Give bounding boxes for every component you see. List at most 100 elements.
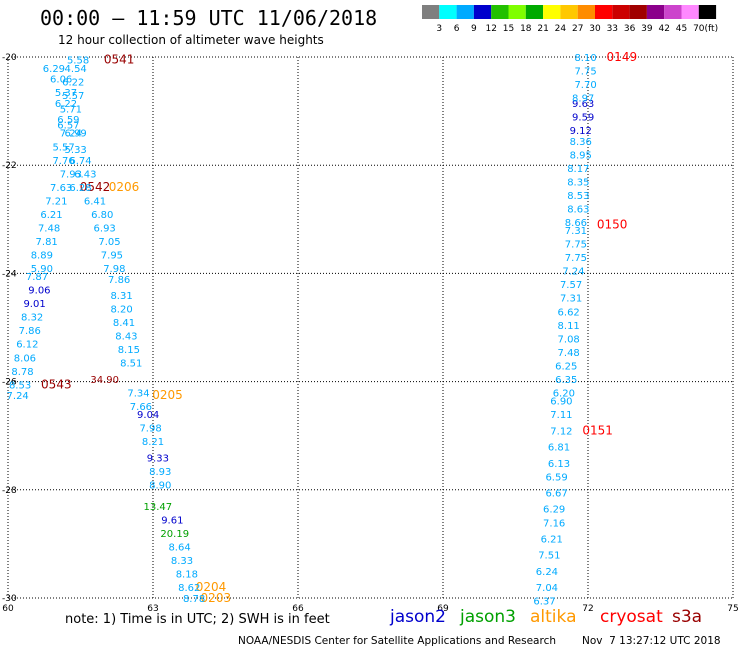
wave-height-label: 8.89 xyxy=(31,250,53,261)
wave-height-label: 5.33 xyxy=(65,145,87,156)
wave-height-label: 8.20 xyxy=(110,305,132,316)
pass-id-label: 0149 xyxy=(607,50,638,64)
wave-height-label: 5.37 xyxy=(55,88,77,99)
wave-height-label: 8.97 xyxy=(572,94,594,105)
x-tick-label: 75 xyxy=(727,604,738,614)
wave-height-label: 7.75 xyxy=(574,67,596,78)
colorbar-label: 3 xyxy=(436,24,442,34)
chart-title: 00:00 — 11:59 UTC 11/06/2018 xyxy=(40,6,378,30)
wave-height-label: 7.75 xyxy=(565,253,587,264)
wave-height-label: 6.25 xyxy=(555,361,577,372)
wave-height-label: 5.57 xyxy=(52,142,74,153)
colorbar-swatch xyxy=(439,5,457,19)
wave-height-label: 6.13 xyxy=(548,459,570,470)
wave-height-label: 9.01 xyxy=(23,299,45,310)
wave-height-label: 7.86 xyxy=(108,275,130,286)
wave-height-label: 6.41 xyxy=(84,196,106,207)
colorbar-swatch xyxy=(681,5,699,19)
wave-height-label: 8.06 xyxy=(14,353,36,364)
wave-height-label: 7.05 xyxy=(98,237,120,248)
wave-height-label: 7.16 xyxy=(543,518,565,529)
colorbar-label: 24 xyxy=(555,24,567,34)
wave-height-label: 9.61 xyxy=(161,516,183,527)
wave-height-label: 7.04 xyxy=(536,583,558,594)
legend-altika: altika xyxy=(530,607,577,627)
wave-height-label: 8.93 xyxy=(149,467,171,478)
wave-height-label: 7.66 xyxy=(130,402,152,413)
wave-height-label: 7.75 xyxy=(565,240,587,251)
wave-height-label: 6.12 xyxy=(16,340,38,351)
colorbar-label: 18 xyxy=(520,24,532,34)
wave-height-label: 8.78 xyxy=(183,594,205,605)
wave-height-label: 8.53 xyxy=(9,380,31,391)
colorbar-swatch xyxy=(491,5,509,19)
colorbar-swatch xyxy=(456,5,474,19)
wave-height-label: 7.34 xyxy=(127,388,149,399)
wave-height-label: 8.31 xyxy=(110,291,132,302)
pass-id-label: 0151 xyxy=(582,423,613,437)
colorbar-label: 30 xyxy=(589,24,601,34)
wave-height-label: 6.80 xyxy=(91,210,113,221)
wave-height-label: 8.10 xyxy=(574,53,596,64)
wave-height-label: 6.90 xyxy=(550,397,572,408)
y-tick-label: -28 xyxy=(2,486,17,496)
colorbar-label: 45 xyxy=(676,24,687,34)
y-tick-label: -26 xyxy=(2,378,17,388)
wave-height-label: 8.62 xyxy=(178,583,200,594)
colorbar-swatch xyxy=(422,5,440,19)
wave-height-label: 5.90 xyxy=(31,264,53,275)
wave-height-label: 6.62 xyxy=(558,307,580,318)
wave-height-label: 9.63 xyxy=(572,99,594,110)
wave-height-label: 6.06 xyxy=(50,75,72,86)
x-tick-label: 66 xyxy=(292,604,304,614)
wave-height-label: 7.81 xyxy=(36,237,58,248)
colorbar-unit: (ft) xyxy=(705,24,719,34)
wave-height-label: 7.98 xyxy=(139,424,161,435)
wave-height-label: 8.66 xyxy=(565,218,587,229)
wave-height-label: 9.12 xyxy=(570,126,592,137)
pass-id-label: 0150 xyxy=(597,218,628,232)
pass-id-label: 0541 xyxy=(104,53,135,67)
x-tick-label: 72 xyxy=(582,604,593,614)
wave-height-label: 8.90 xyxy=(149,480,171,491)
wave-height-label: 6.99 xyxy=(65,129,87,140)
x-tick-label: 63 xyxy=(147,604,158,614)
wave-height-label: 9.33 xyxy=(147,453,169,464)
wave-height-label: 9.04 xyxy=(137,410,159,421)
wave-height-label: 8.53 xyxy=(567,191,589,202)
x-tick-label: 69 xyxy=(437,604,449,614)
wave-height-label: 6.74 xyxy=(69,156,91,167)
colorbar-swatch xyxy=(646,5,665,19)
wave-height-label: 8.41 xyxy=(113,318,135,329)
wave-height-label: 13.47 xyxy=(144,502,173,513)
wave-height-colorbar: 3 6 9 12 15 18 21 24 27 30 33 36 39 42 45 70 (ft) xyxy=(422,5,719,34)
wave-height-label: 7.51 xyxy=(538,551,560,562)
units-note: note: 1) Time is in UTC; 2) SWH is in fe… xyxy=(65,612,330,627)
wave-height-label: 8.63 xyxy=(567,204,589,215)
wave-height-label: 6.24 xyxy=(536,567,558,578)
legend-cryosat: cryosat xyxy=(600,607,663,627)
wave-height-label: 9.59 xyxy=(572,113,594,124)
wave-height-label: 7.11 xyxy=(550,410,572,421)
colorbar-swatch xyxy=(595,5,613,19)
wave-height-label: 6.22 xyxy=(55,99,77,110)
wave-height-label: 5.57 xyxy=(62,91,84,102)
wave-height-label: 6.29 xyxy=(43,64,65,75)
wave-height-label: 6.93 xyxy=(94,223,116,234)
wave-height-label: 6.67 xyxy=(545,489,567,500)
x-tick-label: 60 xyxy=(2,604,14,614)
legend-jason2: jason2 xyxy=(390,607,446,627)
colorbar-swatch xyxy=(543,5,561,19)
wave-height-label: 6.28 xyxy=(69,183,91,194)
wave-height-label: 6.21 xyxy=(40,210,62,221)
wave-height-label: 6.81 xyxy=(548,443,570,454)
wave-height-label: 8.95 xyxy=(570,150,592,161)
colorbar-label: 70 xyxy=(693,24,705,34)
wave-height-label: 6.29 xyxy=(543,505,565,516)
wave-height-label: 34.90 xyxy=(90,375,119,386)
wave-height-label: 8.21 xyxy=(142,437,164,448)
wave-height-label: 8.17 xyxy=(567,164,589,175)
wave-height-label: 6.59 xyxy=(57,115,79,126)
wave-height-label: 8.32 xyxy=(21,313,43,324)
